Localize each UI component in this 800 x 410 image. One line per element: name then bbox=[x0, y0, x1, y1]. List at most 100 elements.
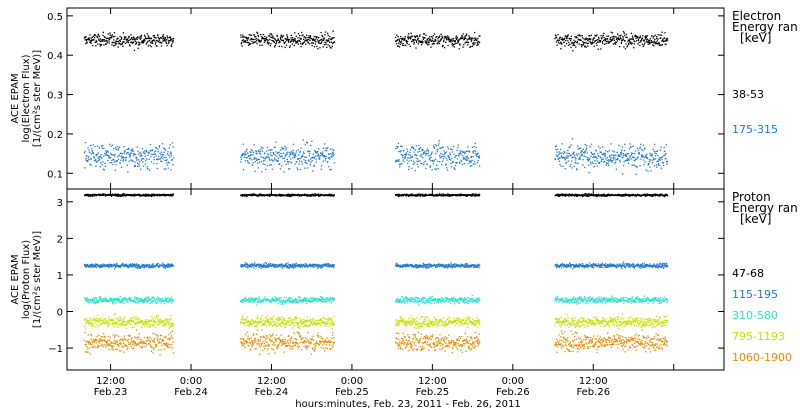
data-point bbox=[279, 40, 281, 43]
data-point bbox=[138, 153, 140, 155]
data-point bbox=[332, 264, 334, 267]
data-point bbox=[167, 263, 170, 265]
data-point bbox=[276, 159, 278, 162]
data-point bbox=[307, 195, 309, 197]
data-point bbox=[269, 263, 271, 266]
data-point bbox=[168, 42, 170, 44]
data-point bbox=[273, 153, 275, 155]
data-point bbox=[422, 153, 424, 155]
data-point bbox=[442, 153, 444, 156]
data-point bbox=[303, 152, 305, 155]
data-point bbox=[575, 264, 577, 266]
data-point bbox=[621, 267, 623, 270]
data-point bbox=[618, 144, 620, 147]
data-point bbox=[664, 32, 666, 34]
data-point bbox=[111, 194, 113, 196]
data-point bbox=[326, 148, 328, 150]
data-point bbox=[109, 143, 111, 145]
data-point bbox=[266, 263, 268, 265]
data-point bbox=[578, 43, 580, 45]
data-point bbox=[116, 195, 118, 197]
data-point bbox=[118, 42, 120, 44]
data-point bbox=[137, 194, 140, 196]
data-point bbox=[562, 193, 565, 196]
data-point bbox=[456, 264, 458, 266]
data-point bbox=[625, 193, 627, 196]
data-point bbox=[150, 195, 152, 197]
data-point bbox=[652, 148, 654, 151]
data-point bbox=[286, 35, 289, 38]
data-point bbox=[170, 264, 172, 267]
data-point bbox=[83, 263, 86, 266]
data-point bbox=[86, 155, 88, 157]
data-point bbox=[581, 35, 583, 37]
data-point bbox=[293, 44, 295, 47]
data-point bbox=[401, 40, 403, 42]
data-point bbox=[308, 152, 311, 155]
data-point bbox=[616, 40, 618, 42]
data-point bbox=[613, 156, 615, 158]
data-point bbox=[95, 165, 97, 167]
data-point bbox=[264, 163, 266, 165]
data-point bbox=[123, 156, 125, 158]
data-point bbox=[261, 171, 263, 173]
data-point bbox=[107, 154, 109, 157]
data-point bbox=[436, 164, 438, 166]
data-point bbox=[312, 156, 314, 158]
data-point bbox=[587, 40, 589, 42]
data-point bbox=[470, 45, 472, 48]
data-point bbox=[109, 37, 111, 39]
data-point bbox=[159, 36, 161, 39]
data-point bbox=[664, 194, 666, 196]
data-point bbox=[596, 265, 598, 267]
data-point bbox=[636, 166, 638, 168]
data-point bbox=[300, 38, 303, 40]
data-point bbox=[163, 151, 165, 153]
data-point bbox=[434, 40, 437, 42]
data-point bbox=[160, 41, 162, 44]
data-point bbox=[434, 158, 437, 160]
data-point bbox=[316, 264, 319, 266]
data-point bbox=[263, 194, 265, 196]
data-point bbox=[641, 263, 643, 266]
data-point bbox=[276, 153, 279, 155]
data-point bbox=[558, 193, 560, 196]
data-point bbox=[590, 38, 592, 40]
data-point bbox=[613, 265, 615, 268]
data-point bbox=[639, 36, 641, 39]
data-point bbox=[259, 161, 261, 163]
data-point bbox=[432, 163, 435, 165]
data-point bbox=[149, 263, 151, 266]
data-point bbox=[105, 264, 108, 266]
data-point bbox=[139, 161, 141, 163]
data-point bbox=[423, 164, 425, 166]
data-point bbox=[316, 151, 318, 153]
data-point bbox=[108, 193, 110, 196]
data-point bbox=[572, 156, 574, 158]
data-point bbox=[435, 194, 437, 197]
data-point bbox=[576, 169, 578, 171]
data-point bbox=[98, 38, 100, 40]
data-point bbox=[286, 264, 288, 266]
data-point bbox=[248, 44, 250, 46]
data-point bbox=[610, 160, 613, 162]
data-point bbox=[564, 195, 567, 197]
data-point bbox=[299, 40, 301, 43]
data-point bbox=[97, 152, 99, 154]
data-point bbox=[560, 156, 562, 158]
data-point bbox=[461, 264, 463, 266]
data-point bbox=[463, 151, 465, 153]
data-point bbox=[289, 153, 292, 155]
data-point bbox=[429, 36, 431, 38]
data-point bbox=[397, 36, 399, 38]
data-point bbox=[91, 36, 94, 38]
data-point bbox=[130, 194, 132, 196]
data-point bbox=[569, 43, 571, 46]
data-point bbox=[466, 155, 468, 158]
data-point bbox=[114, 44, 116, 46]
data-point bbox=[147, 154, 149, 156]
data-point bbox=[163, 263, 165, 266]
data-point bbox=[250, 37, 252, 40]
data-point bbox=[99, 155, 101, 158]
data-point bbox=[128, 44, 131, 46]
